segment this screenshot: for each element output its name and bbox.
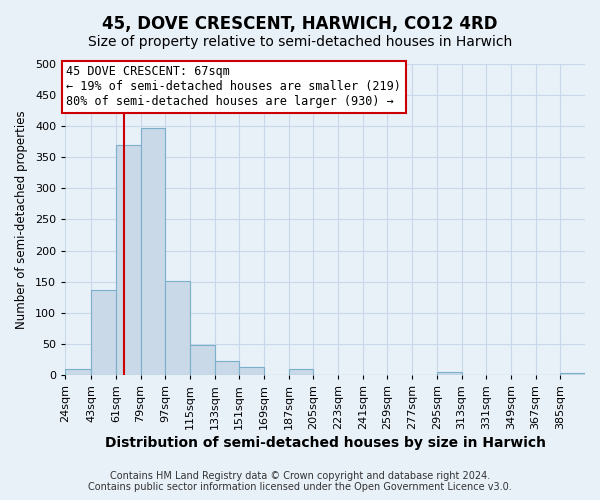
Bar	[215, 360, 239, 375]
Text: Size of property relative to semi-detached houses in Harwich: Size of property relative to semi-detach…	[88, 35, 512, 49]
Bar	[116, 145, 140, 375]
Y-axis label: Number of semi-detached properties: Number of semi-detached properties	[15, 110, 28, 329]
Text: 45, DOVE CRESCENT, HARWICH, CO12 4RD: 45, DOVE CRESCENT, HARWICH, CO12 4RD	[102, 15, 498, 33]
Text: Contains HM Land Registry data © Crown copyright and database right 2024.
Contai: Contains HM Land Registry data © Crown c…	[88, 471, 512, 492]
Bar	[289, 368, 313, 375]
Bar	[560, 373, 585, 375]
Bar	[190, 345, 215, 375]
Bar	[165, 281, 190, 375]
Bar	[239, 368, 264, 375]
X-axis label: Distribution of semi-detached houses by size in Harwich: Distribution of semi-detached houses by …	[104, 436, 545, 450]
Text: 45 DOVE CRESCENT: 67sqm
← 19% of semi-detached houses are smaller (219)
80% of s: 45 DOVE CRESCENT: 67sqm ← 19% of semi-de…	[67, 65, 401, 108]
Bar	[91, 290, 116, 375]
Bar	[437, 372, 461, 375]
Bar	[140, 128, 165, 375]
Bar	[65, 368, 91, 375]
